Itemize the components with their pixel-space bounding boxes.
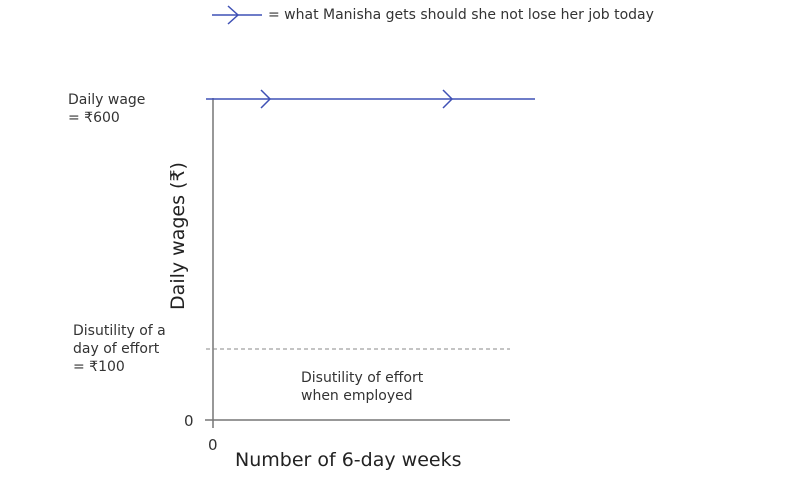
x-tick-0: 0 (208, 436, 218, 454)
wage-label-line2: = ₹600 (68, 110, 120, 126)
disutility-label-line1: Disutility of a (73, 323, 166, 339)
y-tick-0: 0 (184, 412, 194, 430)
x-axis-title: Number of 6-day weeks (235, 449, 462, 471)
wage-line (206, 89, 535, 109)
annotation-line2: when employed (301, 388, 413, 404)
wage-arrow-2 (442, 89, 454, 109)
disutility-label-line3: = ₹100 (73, 359, 125, 375)
y-axis-title: Daily wages (₹) (167, 162, 189, 310)
disutility-label-line2: day of effort (73, 341, 160, 357)
annotation-line1: Disutility of effort (301, 370, 424, 386)
wage-arrow-1 (260, 89, 272, 109)
disutility-label: Disutility of a day of effort = ₹100 (73, 322, 166, 376)
wage-label-line1: Daily wage (68, 92, 146, 108)
legend-text: = what Manisha gets should she not lose … (268, 7, 654, 23)
legend-arrow-icon (212, 5, 262, 25)
wage-label: Daily wage = ₹600 (68, 91, 145, 127)
annotation: Disutility of effort when employed (301, 369, 423, 405)
